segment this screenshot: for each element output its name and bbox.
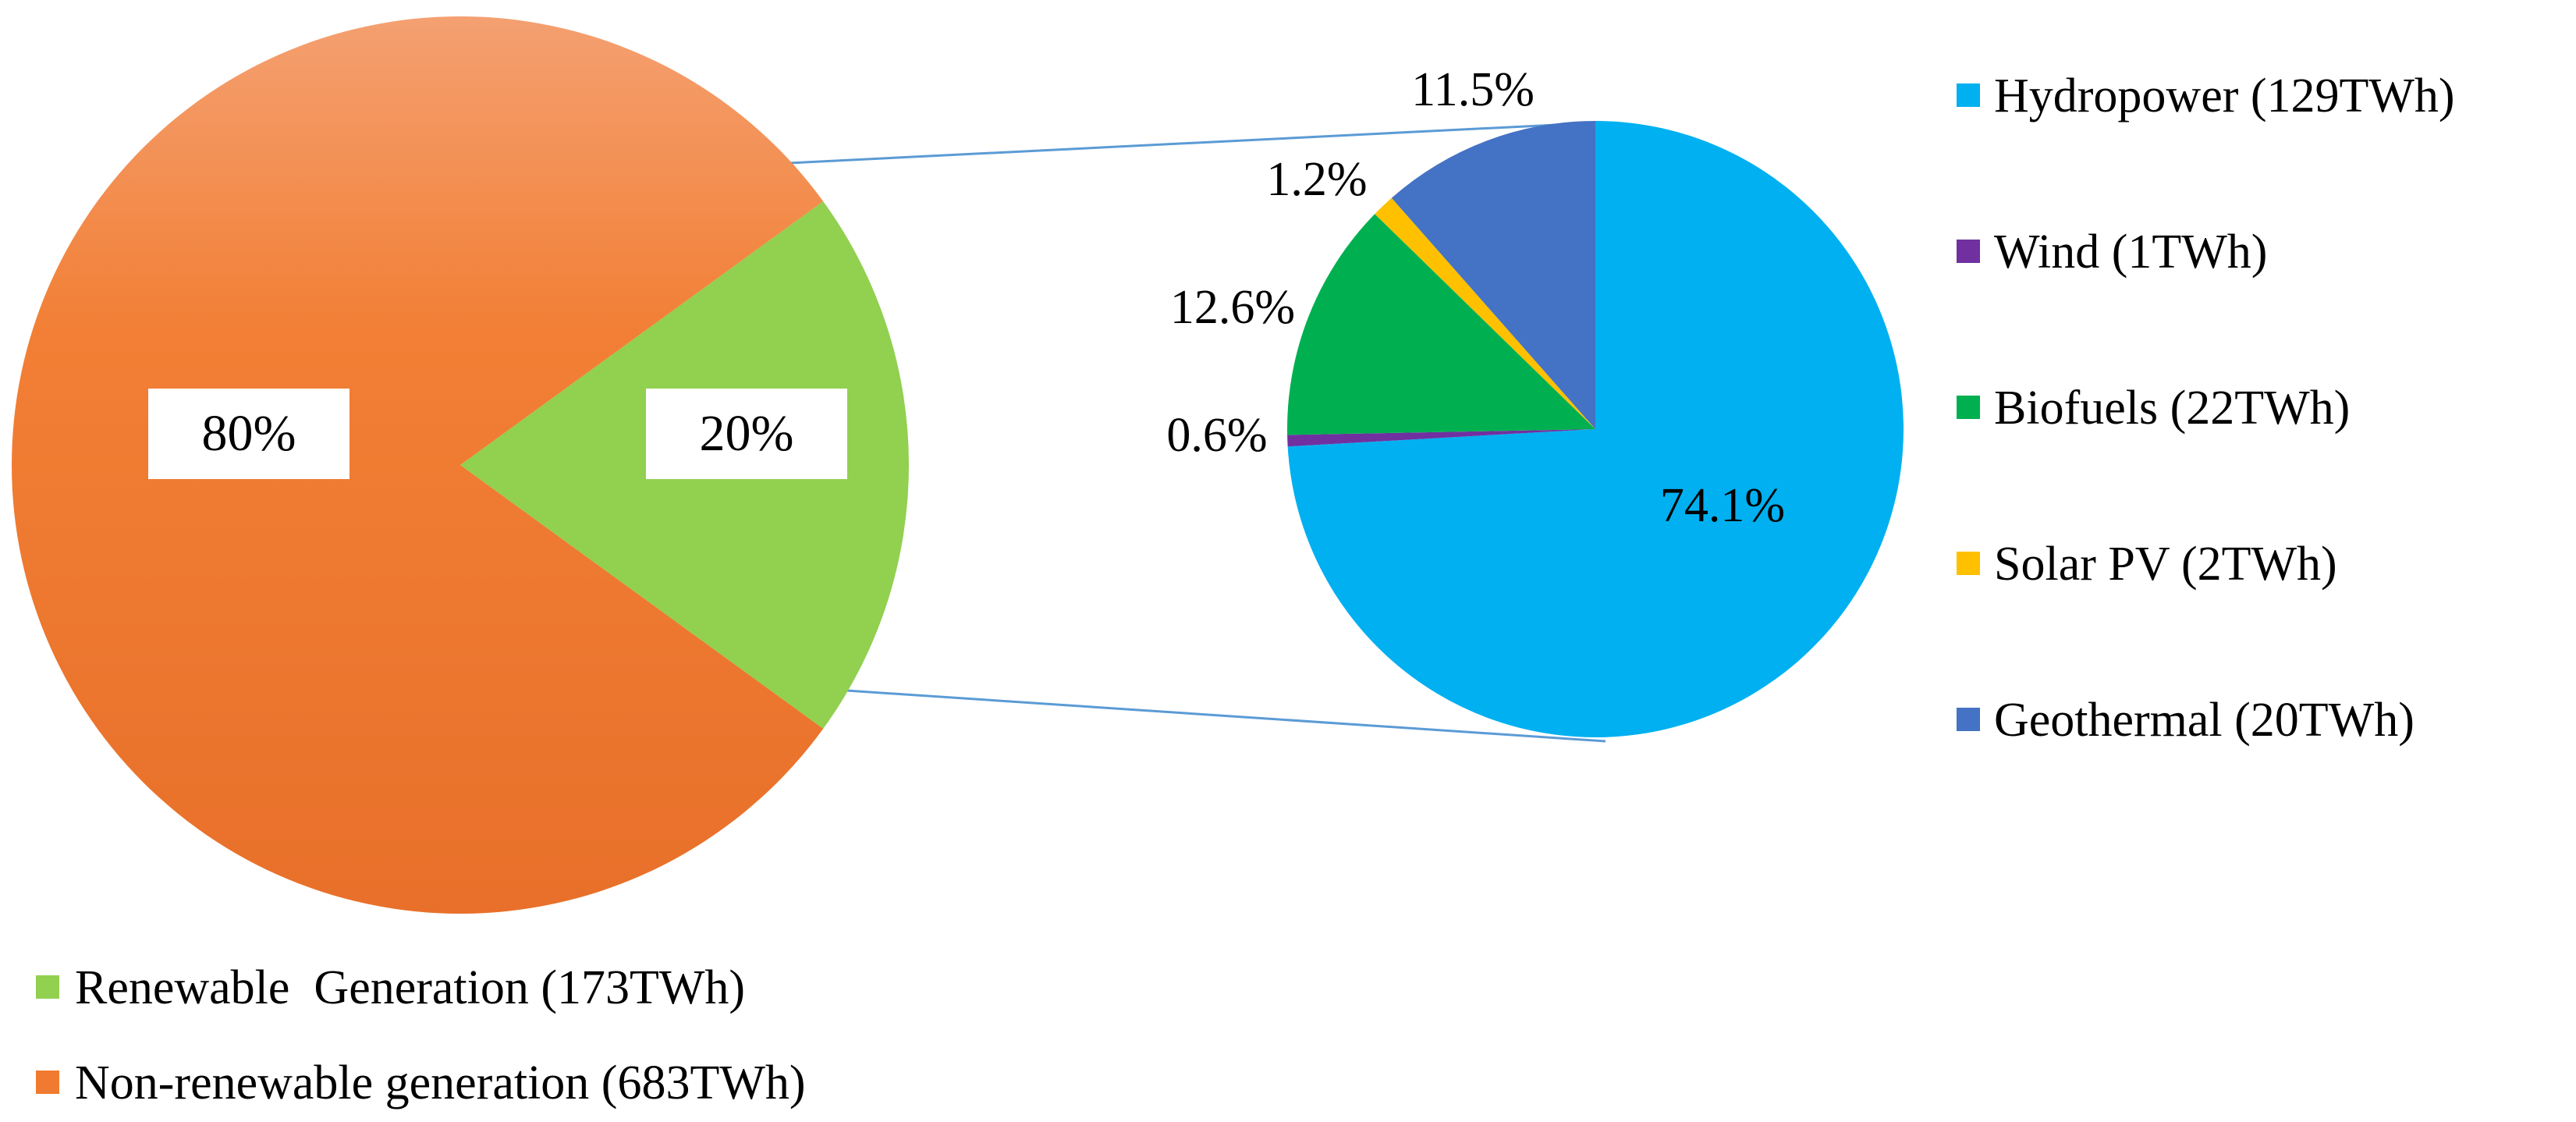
pie-slice-solar-pv: [1375, 197, 1595, 429]
legend-item-nonrenewable: Non-renewable generation (683TWh): [36, 1056, 805, 1110]
data-label-biofuels: 12.6%: [1170, 281, 1295, 334]
legend-item-biofuels: Biofuels (22TWh): [1957, 382, 2350, 435]
legend-item-renewable: Renewable Generation (173TWh): [36, 961, 745, 1014]
data-label-solar: 1.2%: [1266, 153, 1367, 206]
legend-label-geothermal: Geothermal (20TWh): [1994, 694, 2415, 747]
pie-slice-non-renewable-generation: [11, 16, 824, 914]
legend-swatch-hydropower: [1957, 83, 1980, 107]
legend-label-hydropower: Hydropower (129TWh): [1994, 69, 2455, 122]
legend-main: Renewable Generation (173TWh) Non-renewa…: [36, 961, 805, 1110]
data-label-wind: 0.6%: [1166, 409, 1267, 462]
pie-slice-biofuels: [1286, 214, 1595, 435]
legend-secondary: Hydropower (129TWh) Wind (1TWh) Biofuels…: [1957, 69, 2455, 747]
pie-slice-hydropower: [1287, 121, 1904, 737]
legend-label-renewable: Renewable Generation (173TWh): [75, 961, 745, 1014]
main-pie-label-renewable: 20%: [646, 389, 847, 479]
legend-swatch-solar: [1957, 552, 1980, 575]
legend-swatch-renewable: [36, 975, 59, 999]
data-label-geothermal: 11.5%: [1411, 63, 1535, 116]
legend-label-nonrenewable: Non-renewable generation (683TWh): [75, 1056, 805, 1110]
legend-item-solar: Solar PV (2TWh): [1957, 538, 2337, 591]
data-label-nonrenewable: 80%: [202, 405, 296, 462]
connector-line-bottom: [846, 689, 1606, 743]
connector-line-top: [788, 121, 1604, 165]
legend-item-geothermal: Geothermal (20TWh): [1957, 694, 2415, 747]
legend-label-wind: Wind (1TWh): [1994, 225, 2267, 279]
legend-label-biofuels: Biofuels (22TWh): [1994, 382, 2350, 435]
legend-swatch-wind: [1957, 240, 1980, 263]
data-label-renewable: 20%: [700, 405, 794, 462]
legend-swatch-biofuels: [1957, 396, 1980, 419]
legend-label-solar: Solar PV (2TWh): [1994, 538, 2337, 591]
pie-slice-geothermal: [1391, 121, 1595, 429]
legend-swatch-geothermal: [1957, 708, 1980, 731]
legend-swatch-nonrenewable: [36, 1071, 59, 1094]
main-pie-label-nonrenewable: 80%: [148, 389, 349, 479]
pie-slice-wind: [1287, 429, 1595, 447]
legend-item-wind: Wind (1TWh): [1957, 225, 2267, 279]
secondary-pie: [1286, 121, 1904, 737]
legend-item-hydropower: Hydropower (129TWh): [1957, 69, 2455, 122]
data-label-hydropower: 74.1%: [1660, 479, 1785, 532]
